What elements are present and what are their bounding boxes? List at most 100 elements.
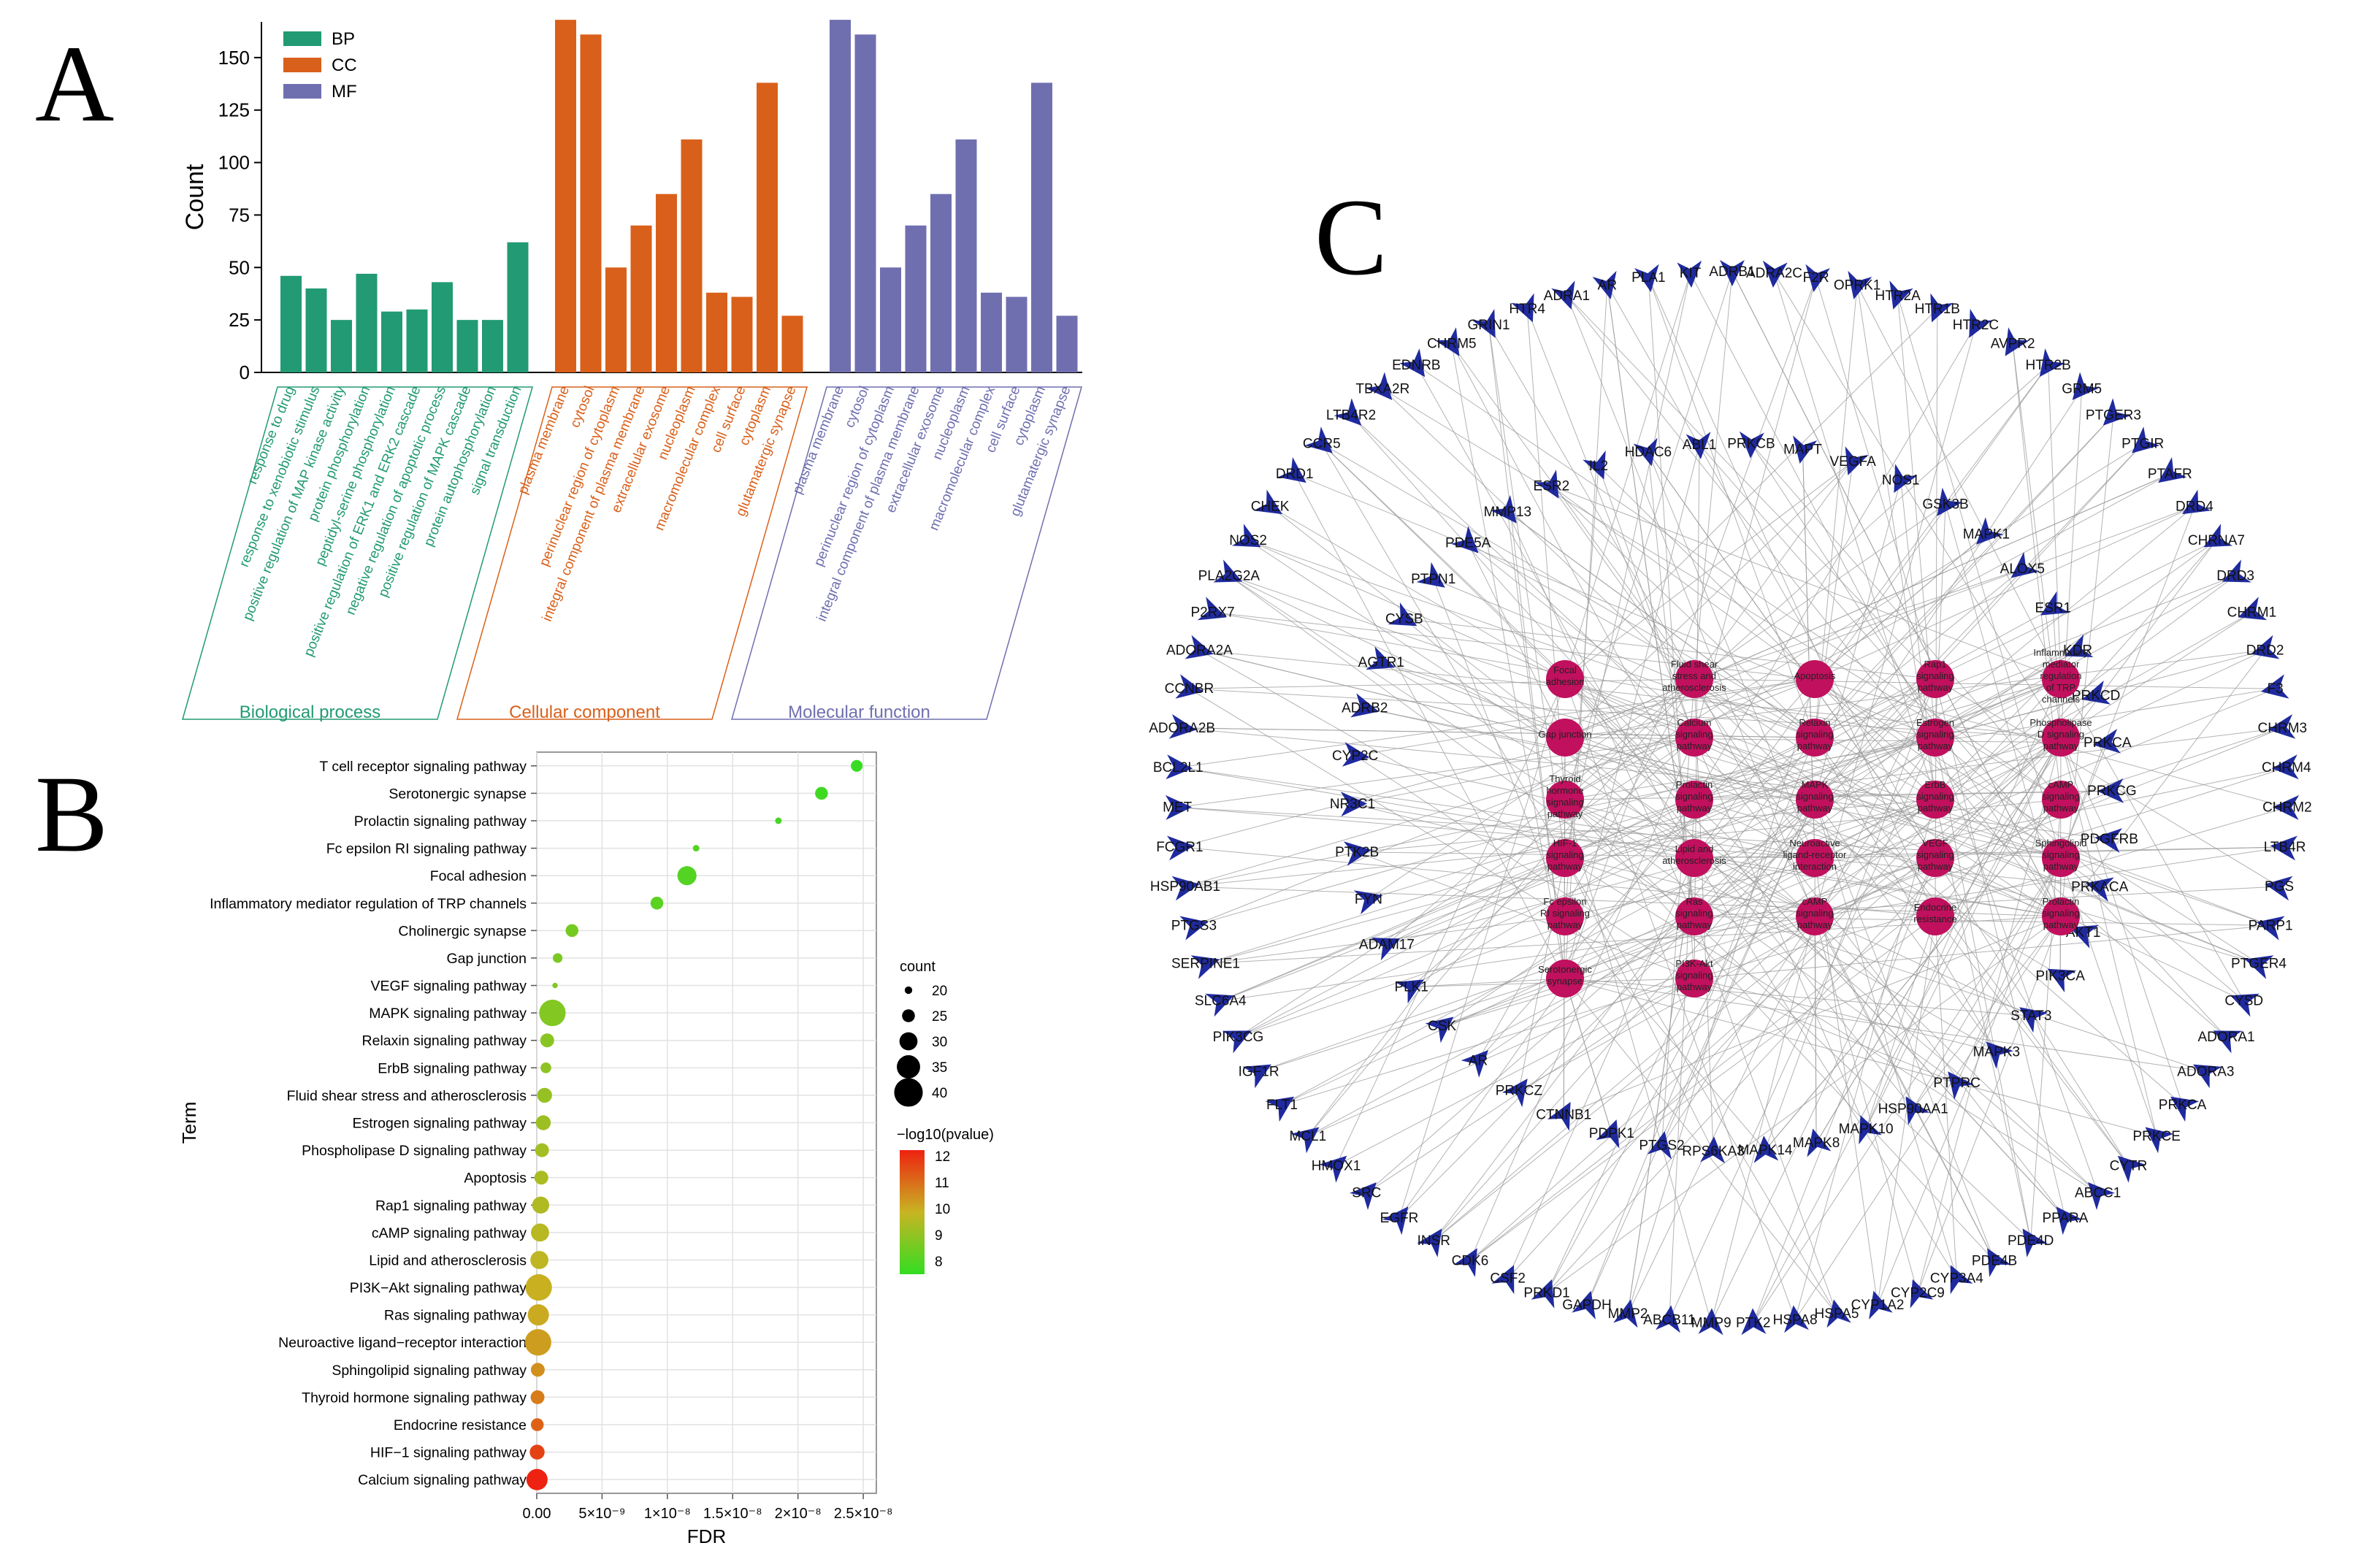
edge [1507, 511, 1695, 917]
bubble [534, 1171, 548, 1185]
term-label: Fluid shear stress and atherosclerosis [287, 1088, 527, 1104]
gene-node [1511, 293, 1534, 323]
edge [1856, 285, 2062, 680]
gene-label: IL2 [1589, 459, 1608, 474]
gene-label: ADAM17 [1359, 937, 1415, 952]
size-legend-label: 40 [932, 1086, 947, 1101]
gene-node [1165, 794, 1193, 820]
edge [1627, 857, 1695, 1314]
hub-label-line: signaling [1675, 970, 1713, 981]
term-label: Estrogen signaling pathway [353, 1116, 527, 1132]
edge [1411, 978, 1566, 988]
bubble [530, 1251, 548, 1269]
hub-label-line: HIF-1 [1553, 838, 1577, 849]
hub-label-line: atherosclerosis [1662, 855, 1726, 866]
hub-label-line: pathway [2043, 803, 2079, 813]
hub-label-line: Phospholipase [2029, 717, 2092, 728]
hub-label-line: signaling [1546, 849, 1583, 860]
edge [1935, 916, 2129, 1166]
bar [482, 320, 503, 372]
edge [1690, 272, 1936, 738]
kegg-bubble-chart: 0.00 5×10⁻⁹ 1×10⁻⁸ 1.5×10⁻⁸ 2×10⁻⁸ 2.5×10⁻⁸ FD… [178, 751, 994, 1547]
gene-node [1179, 916, 1209, 941]
edge [1935, 540, 2217, 859]
gene-label: HTR2B [2025, 358, 2070, 373]
hub-label: Gap junction [1539, 729, 1592, 740]
edge [1564, 978, 1837, 1314]
hub-label: Relaxin signaling pathway [1796, 717, 1833, 751]
gene-label: FYN [1355, 892, 1382, 907]
edge [1189, 688, 1566, 917]
edge [1694, 415, 2114, 859]
gene-label: F2R [1803, 270, 1829, 286]
hub-label-line: PI3K-Akt [1675, 958, 1713, 969]
gene-node [2081, 680, 2111, 705]
hub-label-line: ErbB [1925, 779, 1946, 790]
hub-label: Neuroactive ligand-receptor interaction [1783, 838, 1847, 872]
x-tick-label: plasma membrane [516, 384, 573, 497]
gene-label: ALOX5 [2000, 562, 2045, 577]
hub-label-line: cAMP [1802, 896, 1828, 907]
gene-label: ABCB11 [1643, 1312, 1695, 1328]
gene-node [1501, 1079, 1528, 1108]
hub-label-line: signaling [1916, 729, 1954, 740]
gene-node [1551, 280, 1575, 310]
gene-label: PDE4D [2008, 1233, 2054, 1249]
bar [981, 292, 1002, 372]
edge [1598, 465, 1936, 800]
edge [1694, 978, 1997, 1052]
gene-label: PARP1 [2249, 918, 2293, 933]
gene-node [2182, 489, 2211, 515]
gene-label: SLC6A4 [1195, 994, 1247, 1009]
hub-label-line: pathway [1797, 919, 1833, 930]
gene-label: HDAC6 [1625, 445, 1672, 460]
gene-node [2094, 828, 2123, 853]
gene-node [1948, 1071, 1974, 1100]
term-label: Serotonergic synapse [389, 786, 527, 802]
edge [1814, 575, 2236, 738]
hub-label-line: MAPK [1802, 779, 1829, 790]
edge [1381, 662, 2062, 917]
gene-label: LTB4R [2264, 840, 2306, 855]
gene-label: GRIN1 [1468, 318, 1510, 333]
hub-label: Phospholipase D signaling pathway [2029, 717, 2092, 751]
hub-label-line: Thyroid [1549, 773, 1580, 784]
gene-node [1425, 1016, 1454, 1043]
hub-label: Apoptosis [1794, 670, 1836, 681]
gene-label: HTR2A [1875, 288, 1921, 304]
hub-label: Estrogen signaling pathway [1916, 717, 1954, 751]
gene-label: PLK1 [1394, 980, 1428, 995]
edge [1434, 737, 2062, 1241]
bar [955, 139, 977, 373]
hub-label: Calcium signaling pathway [1675, 717, 1713, 751]
hub-label: HIF-1 signaling pathway [1546, 838, 1583, 872]
edge [1814, 916, 1995, 1261]
gene-node [1845, 446, 1869, 475]
gene-label: PTGS2 [1639, 1138, 1684, 1154]
gene-node [1334, 398, 1362, 426]
edge [1442, 857, 1936, 1027]
gene-label: CYTR [2110, 1158, 2148, 1173]
term-label: Thyroid hormone signaling pathway [302, 1390, 527, 1406]
bar [1006, 296, 1028, 372]
bubble [524, 1329, 551, 1356]
gene-node [1784, 1305, 1809, 1333]
gene-node [1205, 993, 1234, 1017]
edge [1178, 678, 1815, 768]
gene-node [2170, 1096, 2200, 1122]
edge [1566, 295, 2062, 917]
hub-label-line: ligand-receptor [1783, 849, 1847, 860]
edge [1352, 737, 1695, 805]
gene-label: MET [1163, 800, 1193, 816]
bar [1031, 83, 1052, 372]
gene-label: FCGR1 [1156, 840, 1203, 855]
edge [1350, 415, 1695, 738]
bubble [677, 866, 697, 886]
y-axis-title: Count [181, 164, 209, 230]
edge [1442, 857, 1695, 1027]
gene-label: MMP9 [1691, 1315, 1732, 1330]
bubble [529, 1444, 545, 1460]
edge [1694, 277, 1817, 738]
hub-label-line: Fluid shear [1671, 659, 1718, 670]
